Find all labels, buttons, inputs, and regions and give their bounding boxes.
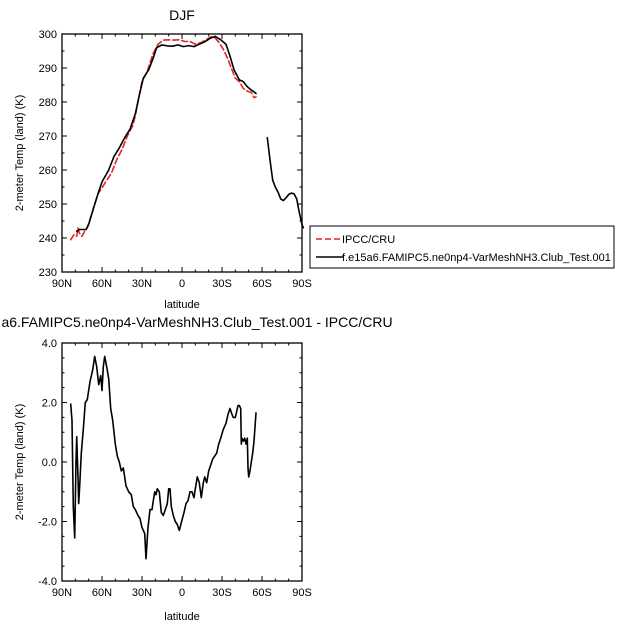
- bottom-x-tick-label: 30N: [132, 587, 152, 599]
- top-y-tick-label: 260: [39, 165, 57, 177]
- top-y-tick-label: 250: [39, 199, 57, 211]
- bottom-x-tick-label: 90N: [52, 587, 72, 599]
- top-y-tick-label: 270: [39, 131, 57, 143]
- legend-box: [309, 225, 615, 269]
- bottom-x-tick-label: 60N: [92, 587, 112, 599]
- bottom-x-tick-label: 60S: [252, 587, 272, 599]
- top-axis-ticks: 90N 60N 30N 0 30S 60S 90S 230 240 250 260 270 280 290…: [39, 29, 312, 290]
- bottom-chart-title: a6.FAMIPC5.ne0np4-VarMeshNH3.Club_Test.0…: [1, 314, 392, 330]
- bottom-y-tick-label: 4.0: [42, 338, 57, 350]
- top-panel-temperature: DJF latitude 2-meter Temp (land) (K) 90N…: [14, 7, 615, 311]
- top-x-tick-label: 0: [179, 278, 185, 290]
- bottom-x-tick-label: 0: [179, 587, 185, 599]
- top-x-tick-label: 90S: [292, 278, 312, 290]
- bottom-x-tick-label: 30S: [212, 587, 232, 599]
- top-y-tick-label: 240: [39, 233, 57, 245]
- bottom-plot-frame: [61, 342, 303, 582]
- top-y-tick-label: 230: [39, 267, 57, 279]
- top-y-tick-label: 290: [39, 63, 57, 75]
- top-plot-series: [69, 35, 305, 241]
- top-x-tick-label: 60S: [252, 278, 272, 290]
- top-x-axis-label: latitude: [164, 299, 199, 311]
- top-chart-title: DJF: [169, 7, 195, 23]
- top-x-tick-label: 90N: [52, 278, 72, 290]
- top-plot-frame: [61, 33, 303, 273]
- bottom-x-tick-label: 90S: [292, 587, 312, 599]
- top-x-tick-label: 60N: [92, 278, 112, 290]
- bottom-y-axis-label: 2-meter Temp (land) (K): [14, 404, 26, 521]
- bottom-y-tick-label: -2.0: [38, 517, 57, 529]
- legend-label-model: f.e15a6.FAMIPC5.ne0np4-VarMeshNH3.Club_T…: [342, 252, 611, 264]
- top-x-tick-label: 30S: [212, 278, 232, 290]
- top-series-1-line-segment-1: [266, 136, 305, 229]
- bottom-x-axis-label: latitude: [164, 611, 199, 623]
- top-legend: IPCC/CRU f.e15a6.FAMIPC5.ne0np4-VarMeshN…: [309, 225, 615, 269]
- top-series-0-line-segment-0: [69, 35, 257, 241]
- top-y-axis-label: 2-meter Temp (land) (K): [14, 95, 26, 212]
- legend-label-ipcc-cru: IPCC/CRU: [342, 234, 395, 246]
- top-series-1-line-segment-0: [75, 35, 257, 232]
- bottom-axis-ticks: 90N 60N 30N 0 30S 60S 90S -4.0 -2.0 0.0 2.0 4.0: [38, 338, 312, 599]
- bottom-y-tick-label: 0.0: [42, 457, 57, 469]
- top-y-tick-label: 280: [39, 97, 57, 109]
- top-y-tick-label: 300: [39, 29, 57, 41]
- bottom-plot-series: [69, 355, 257, 560]
- bottom-y-tick-label: 2.0: [42, 398, 57, 410]
- bottom-y-tick-label: -4.0: [38, 576, 57, 588]
- bottom-series-0-line-segment-0: [69, 355, 257, 560]
- top-x-tick-label: 30N: [132, 278, 152, 290]
- bottom-panel-difference: a6.FAMIPC5.ne0np4-VarMeshNH3.Club_Test.0…: [1, 314, 392, 623]
